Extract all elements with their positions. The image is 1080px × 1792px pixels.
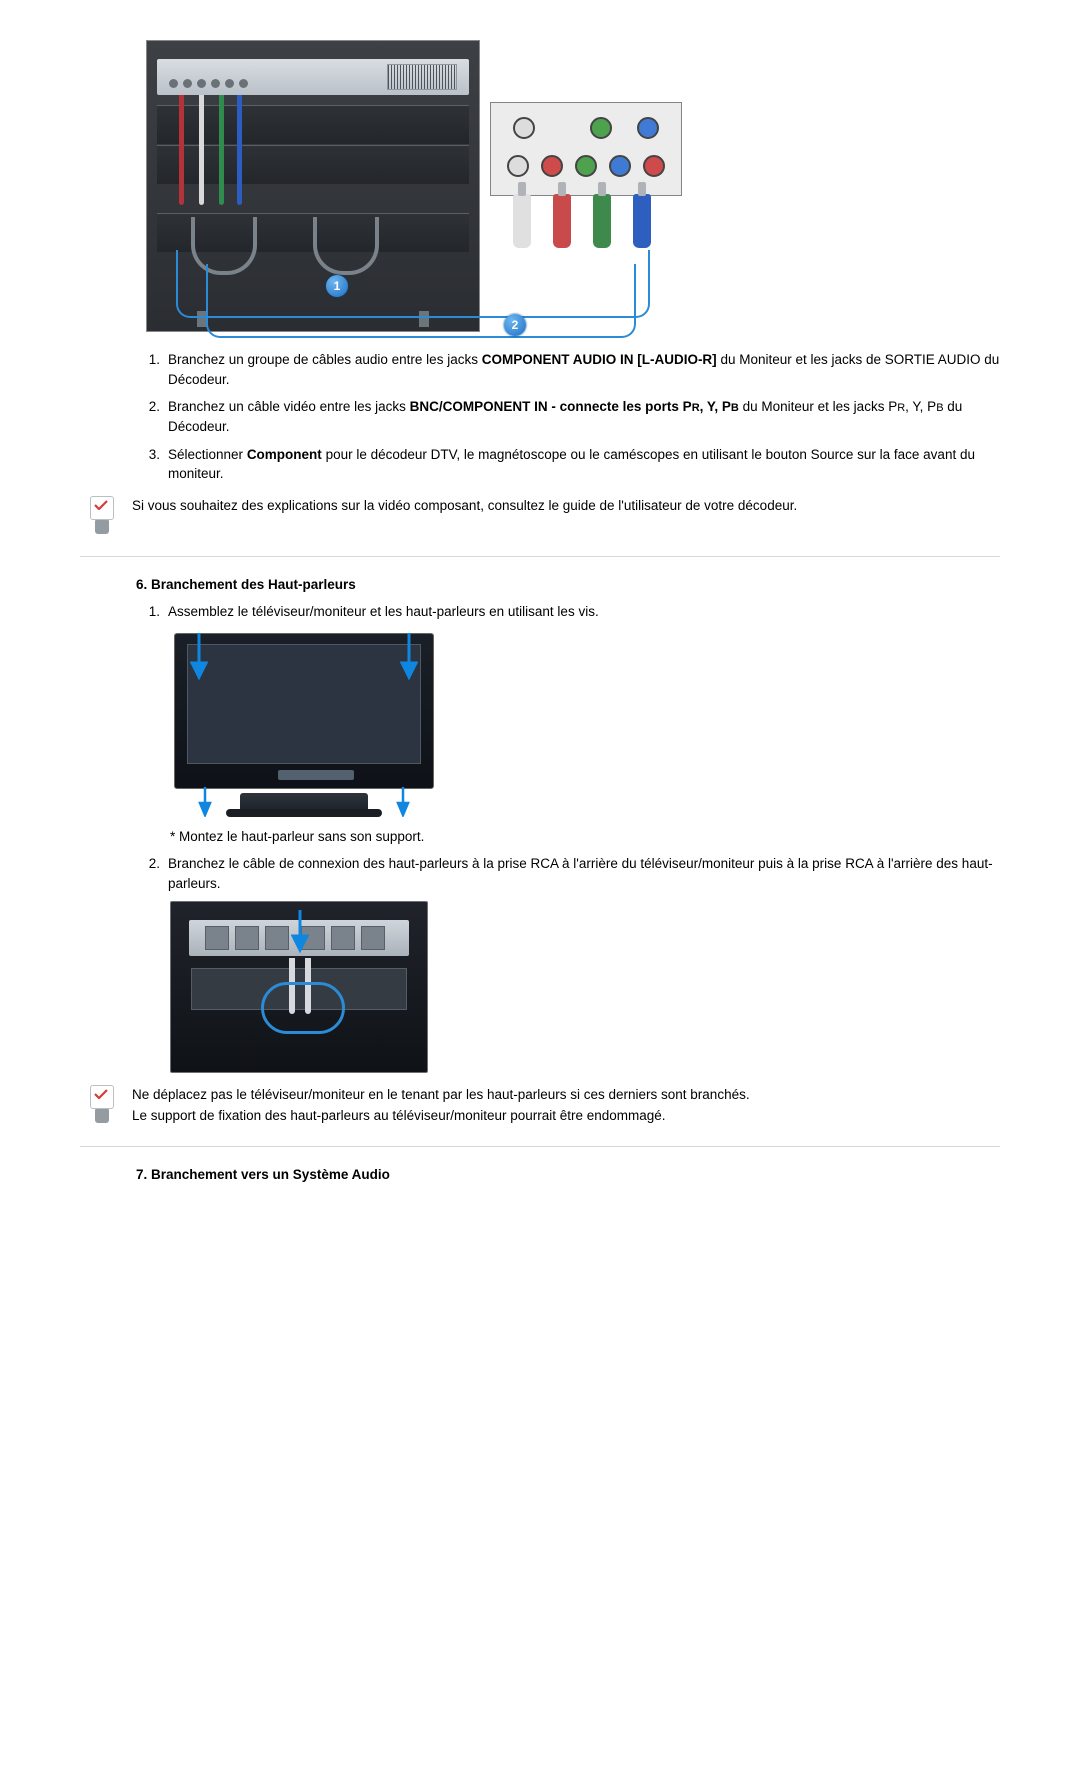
figure-speaker-rca: [170, 901, 1000, 1073]
figure-speaker-mount: [170, 629, 1000, 819]
speaker-steps-list: 1. Assemblez le téléviseur/moniteur et l…: [80, 602, 1000, 622]
speaker-note: * Montez le haut-parleur sans son suppor…: [170, 829, 1000, 844]
speaker-steps-list-2: 2. Branchez le câble de connexion des ha…: [80, 854, 1000, 893]
callout-1: 1: [326, 275, 348, 297]
subscript: B: [936, 402, 943, 414]
note-line: Le support de fixation des haut-parleurs…: [132, 1106, 750, 1126]
list-text: Assemblez le téléviseur/moniteur et les …: [168, 602, 1000, 622]
bold-text: Component: [247, 447, 322, 462]
component-steps-list: 1. Branchez un groupe de câbles audio en…: [80, 350, 1000, 484]
text: du Moniteur et les jacks P: [739, 399, 897, 414]
divider: [80, 556, 1000, 557]
list-number: 1.: [136, 350, 160, 389]
arrow-down-icon: [291, 910, 309, 958]
note-text: Ne déplacez pas le téléviseur/moniteur e…: [132, 1085, 750, 1126]
subscript: R: [897, 402, 905, 414]
list-number: 3.: [136, 445, 160, 484]
arrow-down-icon: [400, 633, 418, 681]
note-icon: [90, 496, 118, 536]
text: Sélectionner: [168, 447, 247, 462]
text: , Y, P: [905, 399, 936, 414]
list-text: Sélectionner Component pour le décodeur …: [168, 445, 1000, 484]
list-number: 1.: [136, 602, 160, 622]
list-text: Branchez un groupe de câbles audio entre…: [168, 350, 1000, 389]
list-number: 2.: [136, 397, 160, 437]
section-7-title: 7. Branchement vers un Système Audio: [136, 1167, 1000, 1182]
text: Branchez un groupe de câbles audio entre…: [168, 352, 482, 367]
arrow-down-icon: [198, 787, 212, 817]
list-number: 2.: [136, 854, 160, 893]
note-speaker: Ne déplacez pas le téléviseur/moniteur e…: [90, 1085, 1000, 1126]
document-page: 1 2 1. Branchez un groupe de câbles audi…: [0, 0, 1080, 1792]
section-6-title: 6. Branchement des Haut-parleurs: [136, 577, 1000, 592]
note-text: Si vous souhaitez des explications sur l…: [132, 496, 797, 516]
list-text: Branchez le câble de connexion des haut-…: [168, 854, 1000, 893]
divider: [80, 1146, 1000, 1147]
note-line: Ne déplacez pas le téléviseur/moniteur e…: [132, 1085, 750, 1105]
text: Branchez un câble vidéo entre les jacks: [168, 399, 410, 414]
callout-2: 2: [504, 314, 526, 336]
bold-text: COMPONENT AUDIO IN [L-AUDIO-R]: [482, 352, 717, 367]
note-icon: [90, 1085, 118, 1125]
arrow-down-icon: [396, 787, 410, 817]
list-text: Branchez un câble vidéo entre les jacks …: [168, 397, 1000, 437]
bold-text: BNC/COMPONENT IN - connecte les ports P: [410, 399, 692, 414]
arrow-down-icon: [190, 633, 208, 681]
figure-component-connection: 1 2: [146, 40, 1000, 340]
bold-text: , Y, P: [700, 399, 731, 414]
subscript: B: [731, 402, 739, 414]
note-component: Si vous souhaitez des explications sur l…: [90, 496, 1000, 536]
subscript: R: [692, 402, 700, 414]
